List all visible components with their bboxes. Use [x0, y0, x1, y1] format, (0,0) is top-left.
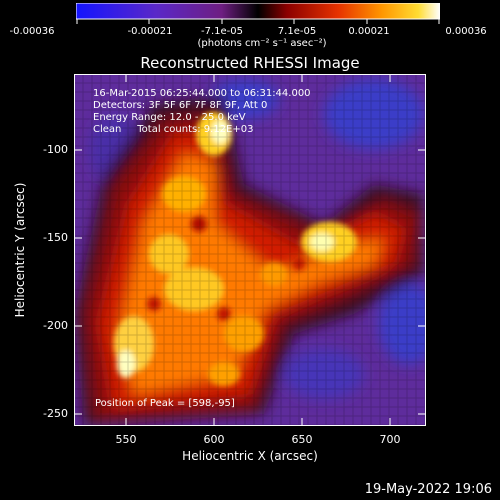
colorbar — [76, 3, 440, 24]
x-axis-label: Heliocentric X (arcsec) — [182, 449, 318, 463]
y-tick-label: -100 — [43, 143, 68, 156]
x-tick-label: 550 — [115, 433, 137, 446]
image-title: Reconstructed RHESSI Image — [140, 54, 360, 72]
info-detectors: Detectors: 3F 5F 6F 7F 8F 9F, Att 0 — [93, 100, 268, 111]
colorbar-tick: 0.00021 — [348, 26, 390, 37]
x-tick-label: 700 — [379, 433, 401, 446]
colorbar-tick: -0.00021 — [127, 26, 173, 37]
x-tick-label: 600 — [203, 433, 225, 446]
y-axis-label: Heliocentric Y (arcsec) — [13, 182, 27, 318]
y-tick-label: -150 — [43, 231, 68, 244]
colorbar-tick: 7.1e-05 — [277, 26, 317, 37]
plot-timestamp: 19-May-2022 19:06 — [364, 482, 492, 497]
info-energy-range: Energy Range: 12.0 - 25.0 keV — [93, 112, 246, 123]
colorbar-tick: -0.00036 — [9, 26, 55, 37]
info-time-range: 16-Mar-2015 06:25:44.000 to 06:31:44.000 — [93, 88, 311, 99]
x-tick-label: 650 — [291, 433, 313, 446]
y-tick-label: -200 — [43, 319, 68, 332]
y-tick-label: -250 — [43, 407, 68, 420]
plot-frame — [74, 74, 426, 426]
info-counts: Clean Total counts: 9.12E+03 — [93, 124, 254, 135]
colorbar-units: (photons cm⁻² s⁻¹ asec⁻²) — [197, 38, 327, 49]
colorbar-tick: 0.00036 — [445, 26, 487, 37]
solar-image — [74, 74, 426, 426]
peak-position: Position of Peak = [598,-95] — [95, 398, 235, 409]
colorbar-tick: -7.1e-05 — [201, 26, 243, 37]
axis-ticks — [74, 74, 426, 426]
